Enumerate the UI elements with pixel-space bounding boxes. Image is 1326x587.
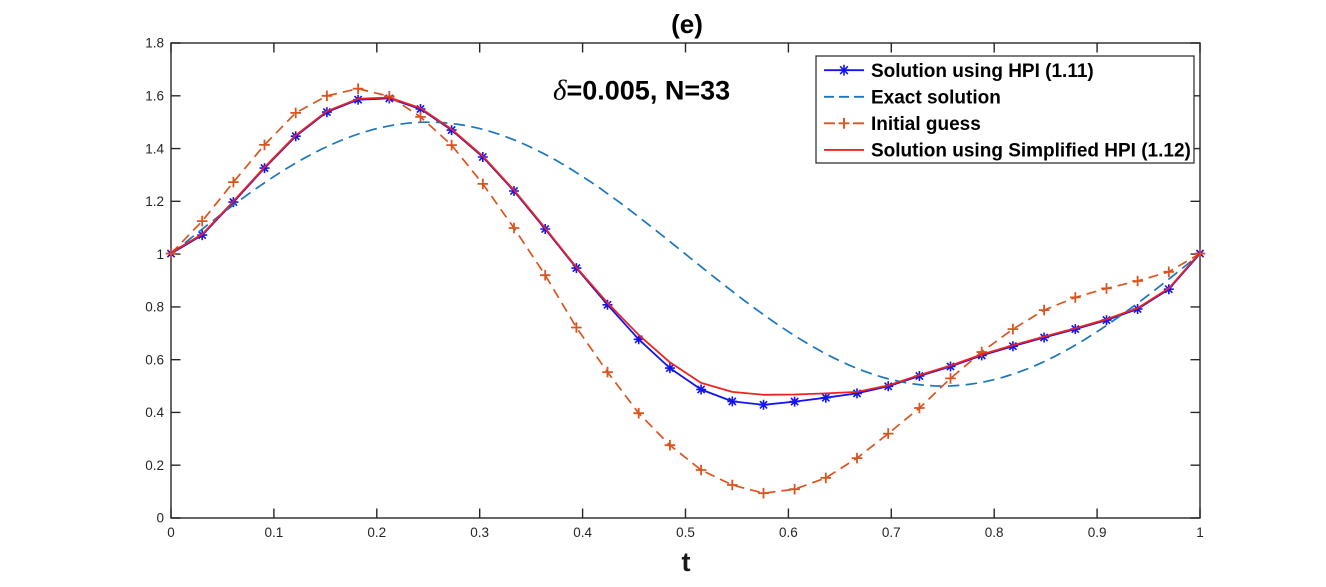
svg-text:1: 1 [156,247,164,262]
svg-text:δ=0.005, N=33: δ=0.005, N=33 [553,75,730,107]
svg-text:0.5: 0.5 [676,525,695,540]
svg-text:0.2: 0.2 [367,525,386,540]
svg-text:1.2: 1.2 [145,194,164,209]
svg-text:0.8: 0.8 [985,525,1004,540]
svg-text:Solution using Simplified HPI: Solution using Simplified HPI (1.12) [871,141,1191,162]
svg-text:0.9: 0.9 [1088,525,1107,540]
svg-text:Initial guess: Initial guess [871,114,981,135]
svg-text:0.1: 0.1 [265,525,284,540]
svg-text:1.8: 1.8 [145,36,164,51]
svg-text:0.2: 0.2 [145,458,164,473]
svg-text:0.4: 0.4 [145,405,164,420]
svg-text:0.7: 0.7 [882,525,901,540]
svg-text:0.8: 0.8 [145,300,164,315]
svg-text:Exact solution: Exact solution [871,88,1001,109]
svg-text:0: 0 [167,525,175,540]
svg-text:1: 1 [1196,525,1204,540]
svg-text:0.6: 0.6 [779,525,798,540]
svg-text:(e): (e) [671,9,703,39]
svg-text:Solution using HPI (1.11): Solution using HPI (1.11) [871,61,1094,82]
svg-text:0.3: 0.3 [470,525,489,540]
svg-text:0: 0 [156,511,164,526]
svg-text:1.6: 1.6 [145,89,164,104]
svg-text:0.6: 0.6 [145,352,164,367]
svg-text:t: t [682,547,691,577]
svg-text:0.4: 0.4 [573,525,592,540]
svg-text:1.4: 1.4 [145,141,164,156]
